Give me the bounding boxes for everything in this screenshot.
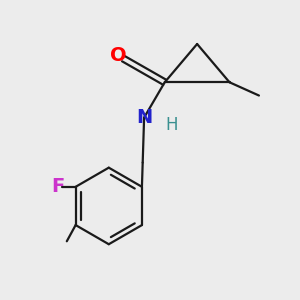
Text: H: H [166,116,178,134]
Text: N: N [136,108,152,127]
Text: O: O [110,46,127,65]
Text: F: F [51,177,64,196]
